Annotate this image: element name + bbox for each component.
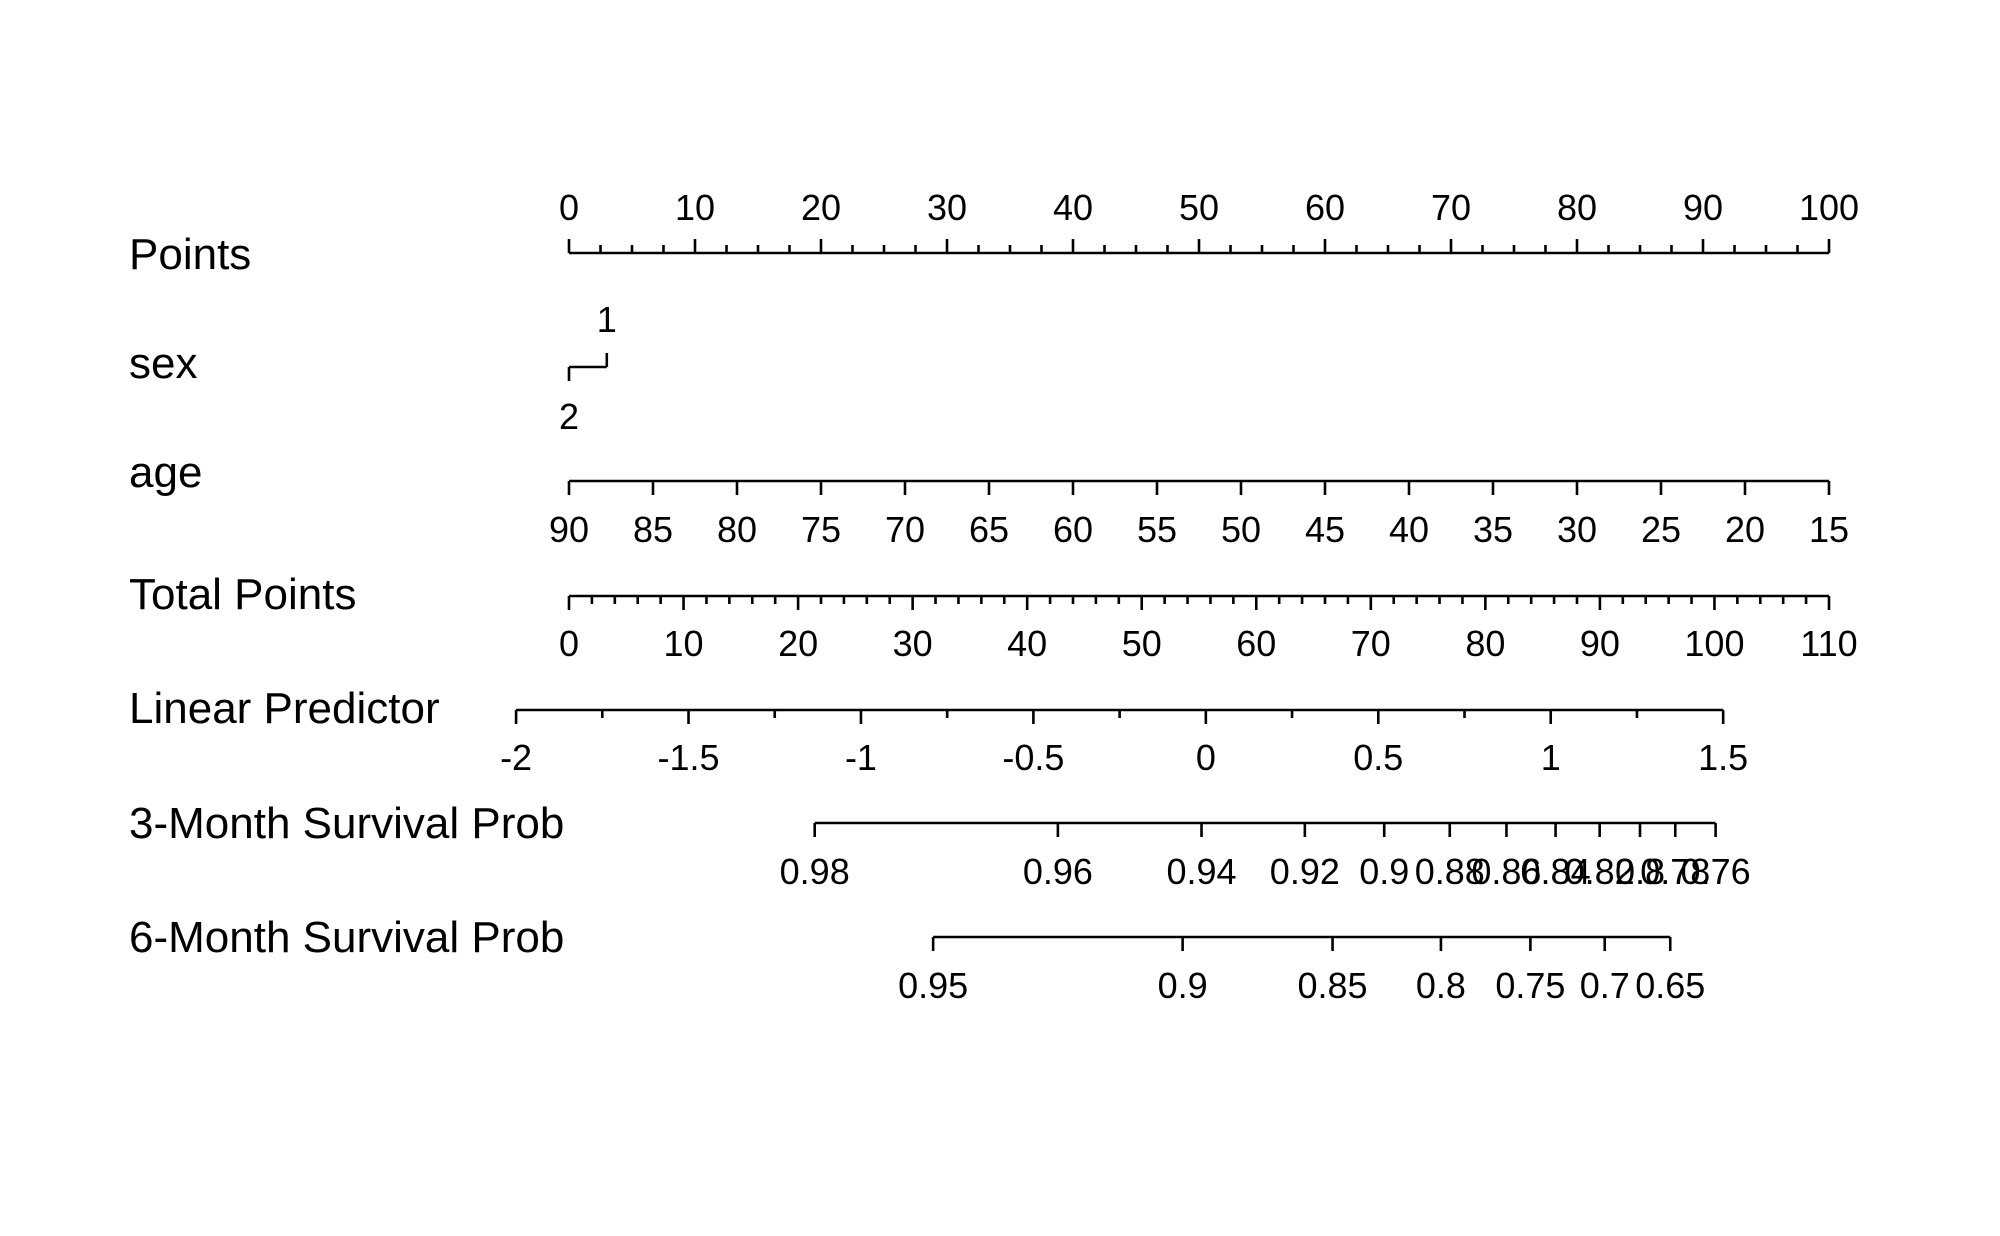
tick-label-survival-6m: 0.85 [1298, 965, 1368, 1006]
row-survival-6m: 6-Month Survival Prob 0.95 0.9 0.85 0.8 0.75 0… [129, 913, 1705, 1006]
tick-label-linear-predictor: -2 [500, 737, 532, 778]
tick-label-age: 75 [801, 509, 841, 550]
tick-label-total-points: 30 [893, 623, 933, 664]
row-survival-3m: 3-Month Survival Prob 0.98 0.96 0.94 0.92 0.9… [129, 799, 1751, 892]
tick-label-survival-3m: 0.88 [1415, 851, 1485, 892]
tick-label-survival-6m: 0.9 [1158, 965, 1208, 1006]
row-label-sex: sex [129, 339, 197, 388]
row-linear-predictor: Linear Predictor -2 -1.5 -1 -0.5 0 0.5 1 1.5 [129, 684, 1748, 778]
row-label-age: age [129, 448, 202, 497]
tick-label-points: 20 [801, 187, 841, 228]
tick-label-points: 0 [559, 187, 579, 228]
tick-label-age: 80 [717, 509, 757, 550]
tick-label-total-points: 10 [664, 623, 704, 664]
tick-label-total-points: 0 [559, 623, 579, 664]
tick-label-points: 80 [1557, 187, 1597, 228]
tick-label-points: 50 [1179, 187, 1219, 228]
tick-label-total-points: 80 [1465, 623, 1505, 664]
tick-label-total-points: 40 [1007, 623, 1047, 664]
tick-label-total-points: 70 [1351, 623, 1391, 664]
tick-label-age: 55 [1137, 509, 1177, 550]
tick-label-age: 85 [633, 509, 673, 550]
tick-label-age: 65 [969, 509, 1009, 550]
row-label-survival-3m: 3-Month Survival Prob [129, 799, 564, 848]
tick-label-points: 40 [1053, 187, 1093, 228]
tick-label-points: 70 [1431, 187, 1471, 228]
tick-label-sex: 1 [597, 299, 617, 340]
row-label-total-points: Total Points [129, 570, 356, 619]
tick-label-survival-3m: 0.86 [1471, 851, 1541, 892]
row-label-linear-predictor: Linear Predictor [129, 684, 440, 733]
tick-label-total-points: 110 [1800, 623, 1857, 664]
tick-label-age: 35 [1473, 509, 1513, 550]
tick-label-survival-6m: 0.65 [1635, 965, 1705, 1006]
row-label-points: Points [129, 230, 251, 279]
tick-label-sex: 2 [559, 396, 579, 437]
tick-label-survival-3m: 0.98 [780, 851, 850, 892]
tick-label-points: 30 [927, 187, 967, 228]
tick-label-total-points: 90 [1580, 623, 1620, 664]
tick-label-linear-predictor: 1 [1541, 737, 1561, 778]
tick-label-linear-predictor: -0.5 [1002, 737, 1064, 778]
tick-label-age: 20 [1725, 509, 1765, 550]
tick-label-total-points: 100 [1684, 623, 1744, 664]
tick-label-survival-3m: 0.76 [1681, 851, 1751, 892]
tick-label-total-points: 60 [1236, 623, 1276, 664]
tick-label-linear-predictor: 0.5 [1353, 737, 1403, 778]
tick-label-survival-3m: 0.78 [1640, 851, 1710, 892]
tick-label-survival-6m: 0.75 [1495, 965, 1565, 1006]
tick-label-survival-3m: 0.96 [1023, 851, 1093, 892]
tick-label-age: 15 [1809, 509, 1849, 550]
tick-label-linear-predictor: 0 [1196, 737, 1216, 778]
row-sex: sex 2 1 [129, 299, 617, 437]
tick-label-points: 60 [1305, 187, 1345, 228]
tick-label-survival-3m: 0.84 [1521, 851, 1591, 892]
tick-label-points: 100 [1799, 187, 1859, 228]
tick-label-survival-3m: 0.94 [1166, 851, 1236, 892]
tick-label-points: 10 [675, 187, 715, 228]
row-total-points: Total Points 0 10 20 30 40 50 60 70 80 90 100 110 [129, 570, 1858, 664]
row-points: Points 0 10 20 30 40 50 60 70 80 90 100 [129, 187, 1859, 279]
tick-label-age: 70 [885, 509, 925, 550]
tick-label-survival-6m: 0.8 [1416, 965, 1466, 1006]
tick-label-total-points: 50 [1122, 623, 1162, 664]
tick-label-linear-predictor: 1.5 [1698, 737, 1748, 778]
tick-label-survival-3m: 0.92 [1270, 851, 1340, 892]
tick-label-age: 90 [549, 509, 589, 550]
tick-label-age: 60 [1053, 509, 1093, 550]
row-label-survival-6m: 6-Month Survival Prob [129, 913, 564, 962]
tick-label-linear-predictor: -1.5 [657, 737, 719, 778]
tick-label-age: 45 [1305, 509, 1345, 550]
tick-label-age: 40 [1389, 509, 1429, 550]
tick-label-survival-6m: 0.95 [898, 965, 968, 1006]
tick-label-survival-3m: 0.8 [1615, 851, 1665, 892]
tick-label-age: 30 [1557, 509, 1597, 550]
tick-label-total-points: 20 [778, 623, 818, 664]
tick-label-survival-3m: 0.9 [1359, 851, 1409, 892]
tick-label-age: 50 [1221, 509, 1261, 550]
tick-label-points: 90 [1683, 187, 1723, 228]
row-age: age 90 85 80 75 70 65 60 55 50 45 40 35 30 25 20 15 [129, 448, 1849, 550]
tick-label-age: 25 [1641, 509, 1681, 550]
tick-label-linear-predictor: -1 [845, 737, 877, 778]
tick-label-survival-6m: 0.7 [1580, 965, 1630, 1006]
tick-label-survival-3m: 0.82 [1565, 851, 1635, 892]
